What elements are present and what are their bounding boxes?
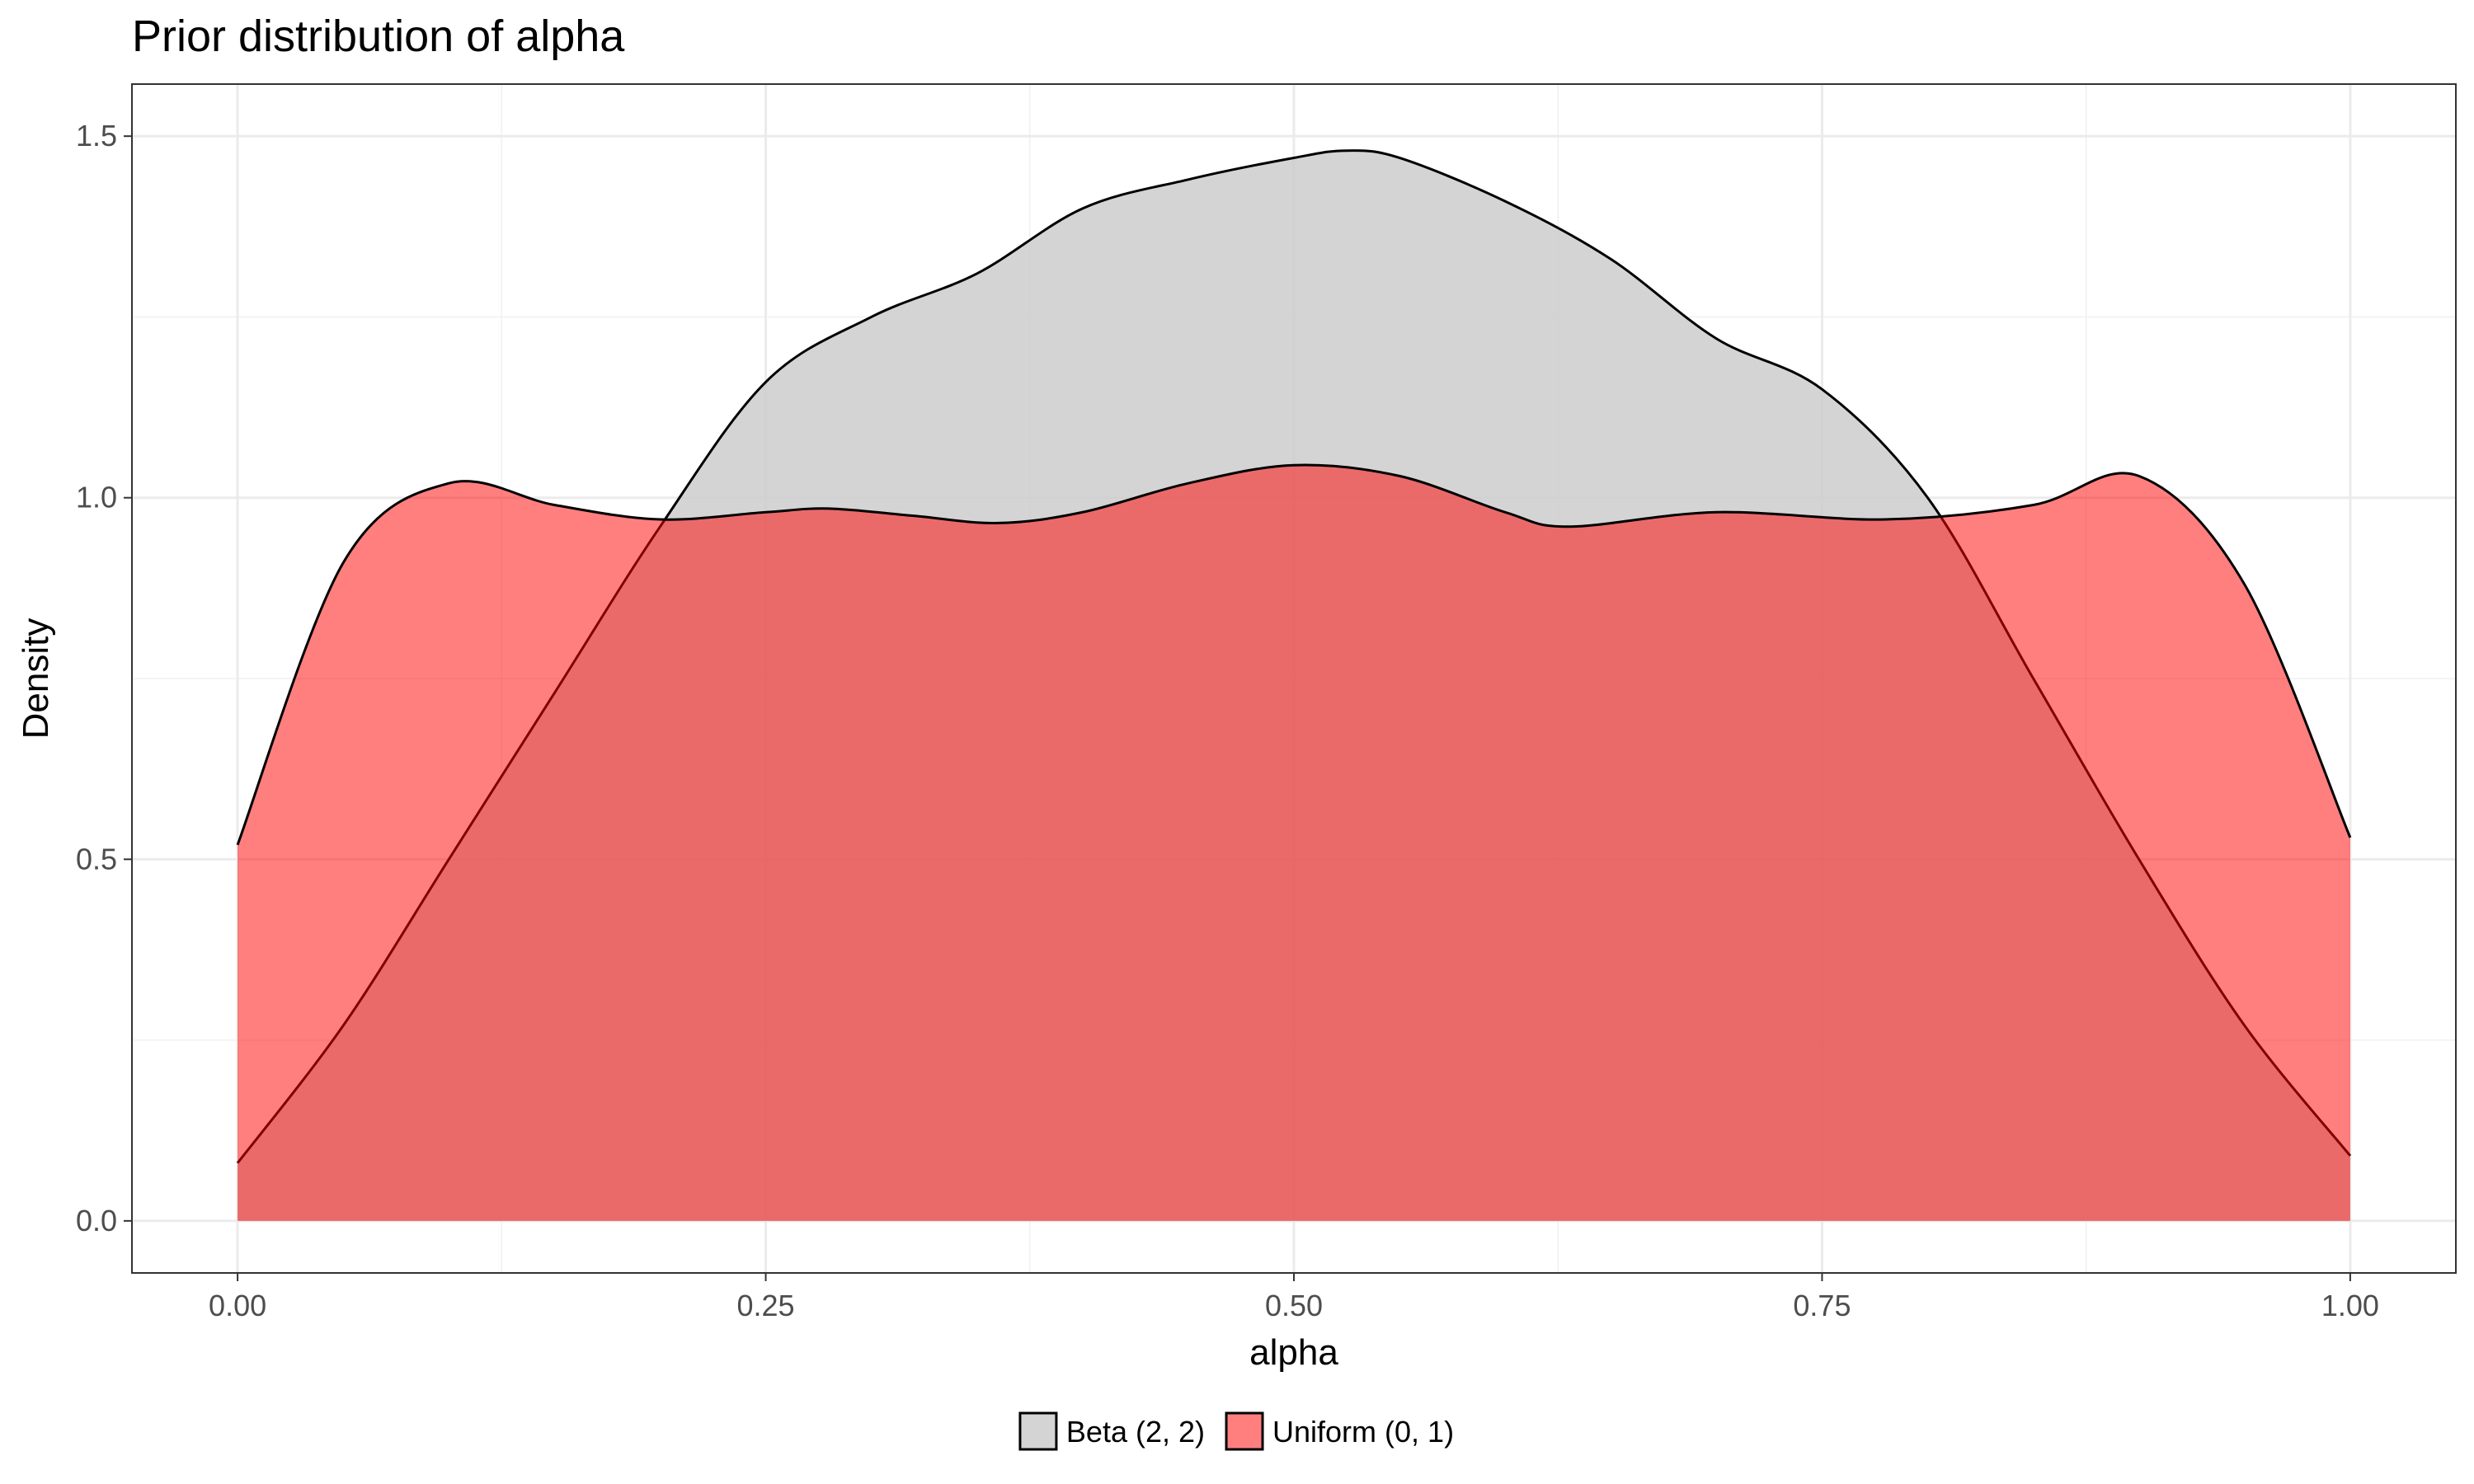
- y-tick-label: 0.0: [76, 1204, 117, 1237]
- y-axis-title: Density: [16, 618, 56, 740]
- x-tick-label: 0.50: [1265, 1289, 1323, 1322]
- axis-ticks: 0.00 0.25 0.50 0.75 1.00 0.0 0.5 1.0 1.5: [76, 119, 2379, 1322]
- x-tick-label: 1.00: [2321, 1289, 2379, 1322]
- x-tick-label: 0.25: [737, 1289, 795, 1322]
- legend-key-2: [1225, 1411, 1264, 1451]
- chart-title: Prior distribution of alpha: [132, 12, 625, 61]
- legend-item-1: Beta (2, 2): [1018, 1411, 1205, 1451]
- y-tick-label: 0.5: [76, 842, 117, 876]
- x-axis-title: alpha: [1249, 1332, 1338, 1373]
- x-tick-label: 0.75: [1793, 1289, 1851, 1322]
- y-tick-label: 1.0: [76, 481, 117, 514]
- legend: Beta (2, 2) Uniform (0, 1): [1018, 1411, 1454, 1451]
- x-tick-label: 0.00: [209, 1289, 266, 1322]
- y-tick-label: 1.5: [76, 119, 117, 153]
- legend-label-2: Uniform (0, 1): [1272, 1415, 1454, 1449]
- density-area-series-2: [238, 465, 2350, 1221]
- density-areas: [236, 149, 2352, 1221]
- legend-item-2: Uniform (0, 1): [1225, 1411, 1454, 1451]
- legend-key-1: [1018, 1411, 1058, 1451]
- density-line-series-2: [236, 463, 2352, 846]
- legend-label-1: Beta (2, 2): [1066, 1415, 1205, 1449]
